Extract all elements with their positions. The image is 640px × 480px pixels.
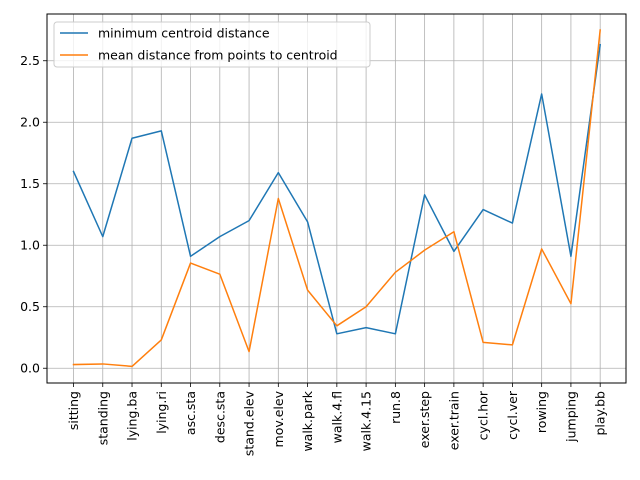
x-tick-label: lying.ri <box>154 391 169 434</box>
legend-label-mean-distance: mean distance from points to centroid <box>98 48 338 63</box>
x-tick-label: cycl.ver <box>505 390 520 440</box>
x-tick-label: stand.elev <box>242 390 257 456</box>
grid <box>47 14 626 383</box>
x-tick-label: lying.ba <box>125 391 140 441</box>
legend: minimum centroid distance mean distance … <box>53 21 371 68</box>
x-tick-label: play.bb <box>593 391 608 436</box>
y-tick-label: 2.0 <box>20 115 40 130</box>
y-tick-label: 1.0 <box>20 238 40 253</box>
legend-box <box>53 21 371 68</box>
x-tick-label: walk.4.fl <box>329 391 344 443</box>
y-tick-label: 2.5 <box>20 53 40 68</box>
x-tick-label: desc.sta <box>212 391 227 443</box>
y-tick-label: 0.0 <box>20 361 40 376</box>
x-tick-label: asc.sta <box>183 391 198 435</box>
x-tick-label: walk.park <box>300 390 315 451</box>
x-tick-label: walk.4.15 <box>359 391 374 451</box>
y-tick-label: 0.5 <box>20 299 40 314</box>
x-tick-label: run.8 <box>388 391 403 424</box>
y-tick-label: 1.5 <box>20 176 40 191</box>
legend-label-minimum-centroid-distance: minimum centroid distance <box>98 26 270 41</box>
x-tick-label: sitting <box>66 391 81 430</box>
x-tick-label: jumping <box>563 391 578 443</box>
x-tick-label: standing <box>95 391 110 445</box>
x-tick-label: exer.train <box>446 391 461 450</box>
series-line-minimum-centroid-distance <box>72 43 602 335</box>
axis-ticks: sitting standing lying.ba lying.ri asc.sta de… <box>20 53 608 456</box>
x-tick-label: cycl.hor <box>476 390 491 440</box>
x-tick-label: mov.elev <box>271 390 286 447</box>
series-line-mean-distance <box>72 29 602 368</box>
x-tick-label: exer.step <box>417 391 432 448</box>
series-lines <box>72 29 602 368</box>
x-tick-label: rowing <box>534 391 549 433</box>
